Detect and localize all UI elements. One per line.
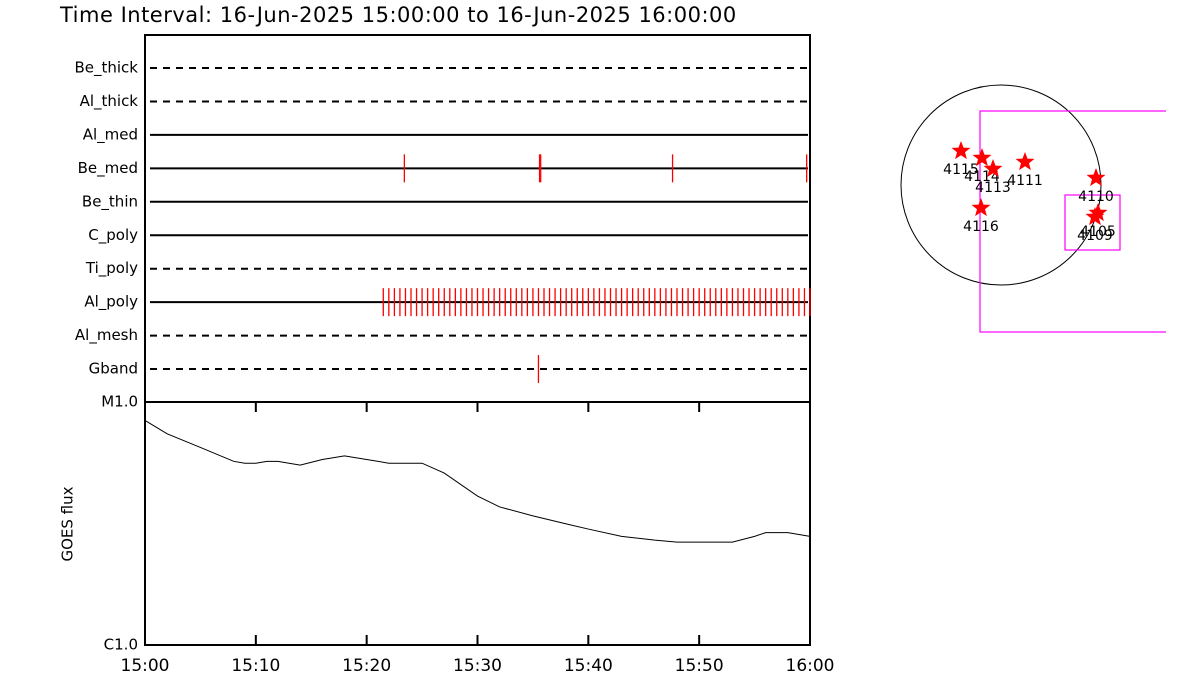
- filter-label: Al_poly: [84, 293, 138, 312]
- active-region-label: 4116: [963, 219, 999, 235]
- y-tick-label: M1.0: [101, 393, 138, 411]
- filter-label: Al_mesh: [75, 326, 138, 345]
- goes-curve: [144, 419, 811, 543]
- filter-label: Al_thick: [80, 92, 139, 111]
- active-region-star: [971, 198, 991, 217]
- x-tick-label: 15:00: [121, 656, 170, 676]
- active-region-label: 4110: [1078, 189, 1114, 205]
- x-tick-label: 15:50: [675, 656, 724, 676]
- x-tick-label: 15:30: [453, 656, 502, 676]
- active-region-star: [951, 141, 971, 160]
- filter-label: Be_thin: [82, 192, 138, 211]
- chart-title: Time Interval: 16-Jun-2025 15:00:00 to 1…: [59, 3, 737, 27]
- x-tick-label: 15:10: [231, 656, 280, 676]
- y-axis-label: GOES flux: [59, 486, 77, 561]
- field-of-view: [1064, 194, 1121, 251]
- active-region-label: 4111: [1007, 173, 1043, 189]
- x-tick-label: 15:40: [564, 656, 613, 676]
- x-tick-label: 16:00: [786, 656, 835, 676]
- filter-label: C_poly: [88, 226, 138, 245]
- active-region-label: 4105: [1080, 224, 1116, 240]
- filter-label: Al_med: [83, 125, 138, 144]
- goes-frame: [144, 401, 811, 646]
- filter-label: Be_thick: [74, 59, 138, 78]
- field-of-view: [979, 110, 1166, 333]
- filter-label: Be_med: [78, 159, 138, 178]
- filter-label: Ti_poly: [85, 259, 138, 278]
- active-region-star: [1085, 207, 1105, 226]
- x-tick-label: 15:20: [342, 656, 391, 676]
- active-region-star: [1088, 203, 1108, 222]
- timeline-frame: [144, 34, 811, 403]
- filter-label: Gband: [89, 360, 138, 378]
- active-region-label: 4113: [975, 180, 1011, 196]
- active-region-star: [983, 159, 1003, 178]
- active-region-label: 4115: [943, 162, 979, 178]
- active-region-star: [1086, 168, 1106, 187]
- active-region-star: [1015, 152, 1035, 171]
- active-region-label: 4109: [1077, 228, 1113, 244]
- y-tick-label: C1.0: [104, 636, 138, 654]
- active-region-star: [972, 148, 992, 167]
